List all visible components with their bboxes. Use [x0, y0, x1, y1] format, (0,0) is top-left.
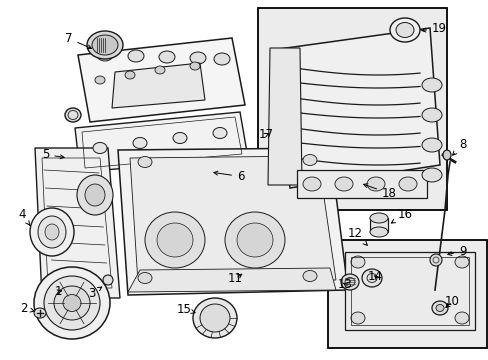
- Ellipse shape: [145, 212, 204, 268]
- Text: 16: 16: [390, 208, 412, 223]
- Ellipse shape: [340, 274, 358, 290]
- Text: 3: 3: [88, 287, 102, 300]
- Polygon shape: [267, 48, 302, 185]
- Ellipse shape: [87, 31, 123, 59]
- Text: 7: 7: [65, 32, 91, 49]
- Ellipse shape: [398, 177, 416, 191]
- Ellipse shape: [303, 154, 316, 166]
- Text: 5: 5: [42, 148, 64, 161]
- Ellipse shape: [159, 51, 175, 63]
- Bar: [350, 257, 468, 325]
- Ellipse shape: [34, 308, 46, 318]
- Ellipse shape: [103, 275, 113, 285]
- Polygon shape: [271, 28, 439, 188]
- Text: 1: 1: [55, 285, 62, 298]
- Ellipse shape: [369, 213, 387, 223]
- Ellipse shape: [190, 52, 205, 64]
- Text: 4: 4: [18, 208, 30, 225]
- Ellipse shape: [200, 304, 229, 332]
- Ellipse shape: [421, 138, 441, 152]
- Ellipse shape: [366, 274, 376, 283]
- Text: 17: 17: [259, 128, 273, 141]
- Ellipse shape: [224, 212, 285, 268]
- Ellipse shape: [44, 276, 100, 330]
- Ellipse shape: [429, 254, 441, 266]
- Ellipse shape: [155, 66, 164, 74]
- Ellipse shape: [173, 132, 186, 144]
- Ellipse shape: [369, 227, 387, 237]
- Ellipse shape: [45, 224, 59, 240]
- Ellipse shape: [93, 143, 107, 153]
- Ellipse shape: [77, 175, 113, 215]
- Bar: [345, 252, 474, 330]
- Text: 12: 12: [347, 227, 366, 245]
- Polygon shape: [75, 112, 247, 172]
- Ellipse shape: [30, 208, 74, 256]
- Text: 18: 18: [363, 184, 396, 200]
- Ellipse shape: [92, 35, 118, 55]
- Ellipse shape: [431, 301, 447, 315]
- Text: 14: 14: [367, 270, 382, 283]
- Ellipse shape: [395, 22, 413, 37]
- Ellipse shape: [38, 216, 66, 248]
- Ellipse shape: [237, 223, 272, 257]
- Ellipse shape: [442, 150, 450, 160]
- Text: 9: 9: [447, 245, 466, 258]
- Text: 2: 2: [20, 302, 34, 315]
- Ellipse shape: [128, 50, 143, 62]
- Ellipse shape: [133, 138, 147, 148]
- Ellipse shape: [85, 184, 105, 206]
- Bar: [369, 218, 387, 232]
- Ellipse shape: [95, 76, 105, 84]
- Ellipse shape: [54, 286, 90, 320]
- Text: 11: 11: [227, 272, 243, 285]
- Polygon shape: [128, 268, 335, 292]
- Ellipse shape: [97, 49, 113, 61]
- Ellipse shape: [454, 256, 468, 268]
- Ellipse shape: [421, 78, 441, 92]
- Ellipse shape: [366, 177, 384, 191]
- Text: 8: 8: [452, 138, 466, 155]
- Ellipse shape: [157, 223, 193, 257]
- Ellipse shape: [350, 256, 364, 268]
- Ellipse shape: [361, 269, 381, 287]
- Text: 10: 10: [444, 295, 459, 308]
- Ellipse shape: [303, 270, 316, 282]
- Polygon shape: [118, 148, 347, 295]
- Ellipse shape: [421, 168, 441, 182]
- Polygon shape: [78, 38, 244, 122]
- Ellipse shape: [435, 305, 443, 311]
- Ellipse shape: [303, 177, 320, 191]
- Ellipse shape: [65, 108, 81, 122]
- Ellipse shape: [214, 53, 229, 65]
- Ellipse shape: [125, 71, 135, 79]
- Polygon shape: [130, 156, 335, 283]
- Ellipse shape: [421, 108, 441, 122]
- Ellipse shape: [138, 273, 152, 284]
- Ellipse shape: [213, 127, 226, 139]
- Text: 6: 6: [213, 170, 244, 183]
- Ellipse shape: [63, 294, 81, 311]
- Ellipse shape: [334, 177, 352, 191]
- Ellipse shape: [34, 267, 110, 339]
- Bar: [296, 170, 426, 198]
- Ellipse shape: [389, 18, 419, 42]
- Ellipse shape: [190, 62, 200, 70]
- Text: 15: 15: [177, 303, 195, 316]
- Bar: [327, 240, 486, 348]
- Ellipse shape: [350, 312, 364, 324]
- Polygon shape: [112, 63, 204, 108]
- Text: 19: 19: [421, 22, 446, 35]
- Bar: [258, 8, 446, 210]
- Ellipse shape: [454, 312, 468, 324]
- Ellipse shape: [193, 298, 237, 338]
- Polygon shape: [35, 148, 120, 298]
- Ellipse shape: [138, 157, 152, 167]
- Text: 13: 13: [337, 278, 352, 291]
